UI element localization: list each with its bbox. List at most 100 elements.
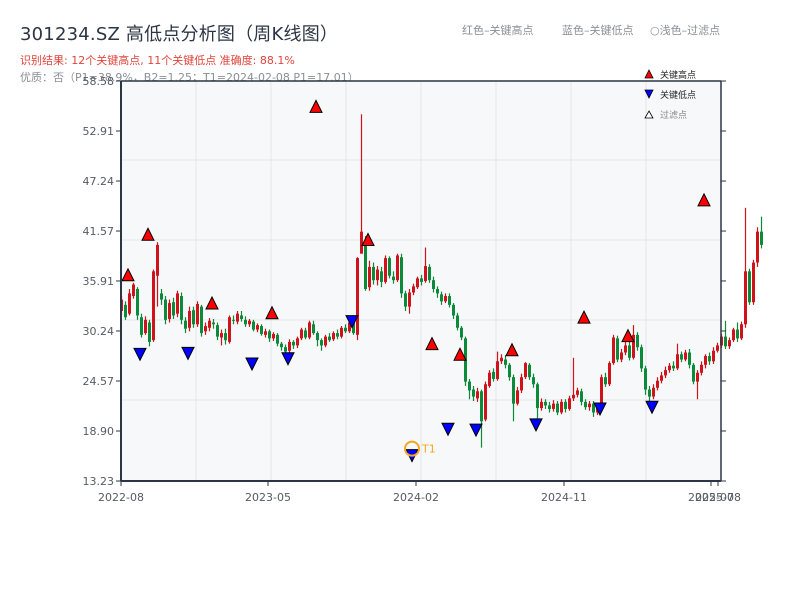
- candle-body: [320, 340, 323, 346]
- candle-body: [508, 364, 511, 378]
- candle-body: [636, 334, 639, 348]
- candle-body: [440, 294, 443, 302]
- triangle-up-open-icon: [644, 110, 654, 119]
- candle-body: [316, 333, 319, 341]
- candle-body: [184, 320, 187, 329]
- candle-body: [204, 326, 207, 332]
- key-high-marker: [141, 227, 155, 241]
- candle-body: [664, 370, 667, 376]
- candle-body: [504, 359, 507, 365]
- x-tick-label: 2022-08: [98, 491, 144, 504]
- candle-body: [736, 329, 739, 339]
- candle-body: [696, 372, 699, 382]
- key-high-marker: [697, 192, 711, 207]
- x-tick-label: 2025-08: [695, 491, 741, 504]
- candle-body: [416, 278, 419, 288]
- y-tick-label: 35.91: [83, 275, 115, 288]
- candle-body: [236, 313, 239, 322]
- candle-body: [336, 333, 339, 337]
- candle-body: [424, 266, 427, 282]
- candle-body: [748, 271, 751, 303]
- key-high-marker: [621, 328, 635, 343]
- key-high-marker: [205, 295, 219, 310]
- candle-body: [228, 317, 231, 342]
- candle-body: [248, 320, 251, 325]
- candle-body: [660, 375, 663, 381]
- key-high-marker: [453, 347, 467, 361]
- legend-label: 关键低点: [660, 90, 697, 101]
- candle-body: [744, 271, 747, 325]
- candle-body: [456, 315, 459, 328]
- candle-body: [740, 324, 743, 339]
- candle-body: [192, 310, 195, 325]
- candle-body: [292, 341, 295, 346]
- candle-body: [380, 271, 383, 282]
- key-low-marker: [345, 315, 359, 329]
- candle-body: [472, 389, 475, 397]
- candle-body: [244, 319, 247, 325]
- key-low-marker: [133, 347, 147, 362]
- candle-body: [224, 333, 227, 341]
- candle-body: [144, 319, 147, 334]
- candle-body: [572, 394, 575, 399]
- candle-body: [432, 280, 435, 289]
- candle-body: [268, 331, 271, 339]
- candle-body: [256, 325, 259, 330]
- candle-body: [760, 231, 763, 245]
- key-high-marker: [505, 342, 519, 357]
- candle-body: [600, 377, 603, 409]
- chart-title: 301234.SZ 高低点分析图（周K线图）: [20, 24, 339, 45]
- candle-body: [164, 299, 167, 320]
- legend-item-key-low: 关键低点: [644, 84, 696, 104]
- y-tick-label: 18.90: [83, 425, 115, 438]
- top-legend-red: 红色–关键高点: [462, 24, 534, 37]
- candle-body: [752, 262, 755, 303]
- t1-label: T1: [421, 443, 436, 456]
- candle-body: [548, 405, 551, 409]
- legend-item-key-high: 关键高点: [644, 64, 696, 84]
- chart-legend: 关键高点 关键低点 过滤点: [644, 64, 696, 124]
- candle-body: [712, 350, 715, 362]
- candle-body: [132, 284, 135, 297]
- candle-body: [576, 390, 579, 395]
- candle-body: [484, 384, 487, 420]
- candle-body: [400, 257, 403, 294]
- candle-body: [468, 381, 471, 391]
- x-tick-label: 2023-05: [245, 491, 291, 504]
- candle-body: [692, 364, 695, 382]
- candle-body: [396, 255, 399, 281]
- candle-body: [404, 293, 407, 307]
- candle-body: [284, 347, 287, 352]
- candle-body: [540, 401, 543, 409]
- candle-body: [708, 356, 711, 362]
- candle-body: [168, 303, 171, 319]
- candle-body: [488, 372, 491, 387]
- candle-body: [148, 322, 151, 342]
- candle-body: [624, 345, 627, 353]
- candle-body: [640, 347, 643, 369]
- candle-body: [704, 356, 707, 365]
- candle-body: [536, 384, 539, 409]
- key-low-marker: [245, 357, 259, 372]
- candle-body: [632, 334, 635, 358]
- candle-body: [668, 365, 671, 371]
- legend-label: 关键高点: [660, 70, 697, 81]
- key-low-marker: [281, 352, 295, 366]
- candle-body: [688, 352, 691, 365]
- key-low-marker: [181, 346, 195, 361]
- triangle-down-icon: [644, 89, 654, 99]
- candle-body: [364, 240, 367, 289]
- candle-body: [604, 377, 607, 385]
- candle-body: [324, 336, 327, 346]
- candle-body: [304, 330, 307, 338]
- t1-circle: [404, 440, 420, 457]
- candle-body: [568, 398, 571, 409]
- candle-body: [124, 304, 127, 318]
- candle-body: [356, 258, 359, 335]
- x-tick-label: 2025-07: [688, 491, 734, 504]
- candle-body: [376, 269, 379, 281]
- candle-body: [448, 296, 451, 305]
- key-low-marker: [469, 423, 483, 438]
- x-tick-label: 2024-02: [393, 491, 439, 504]
